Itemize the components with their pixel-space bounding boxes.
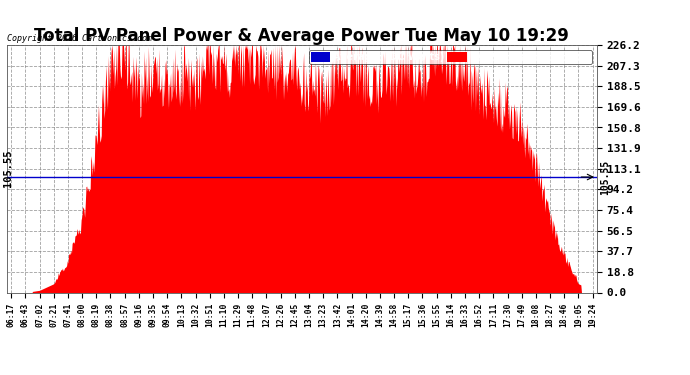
Text: 105.55: 105.55 [600, 159, 610, 195]
Title: Total PV Panel Power & Average Power Tue May 10 19:29: Total PV Panel Power & Average Power Tue… [34, 27, 569, 45]
Legend: Average  (DC Watts), PV Panels  (DC Watts): Average (DC Watts), PV Panels (DC Watts) [308, 50, 592, 64]
Text: 105.55: 105.55 [3, 150, 13, 188]
Text: Copyright 2016 Cartronics.com: Copyright 2016 Cartronics.com [7, 33, 152, 42]
